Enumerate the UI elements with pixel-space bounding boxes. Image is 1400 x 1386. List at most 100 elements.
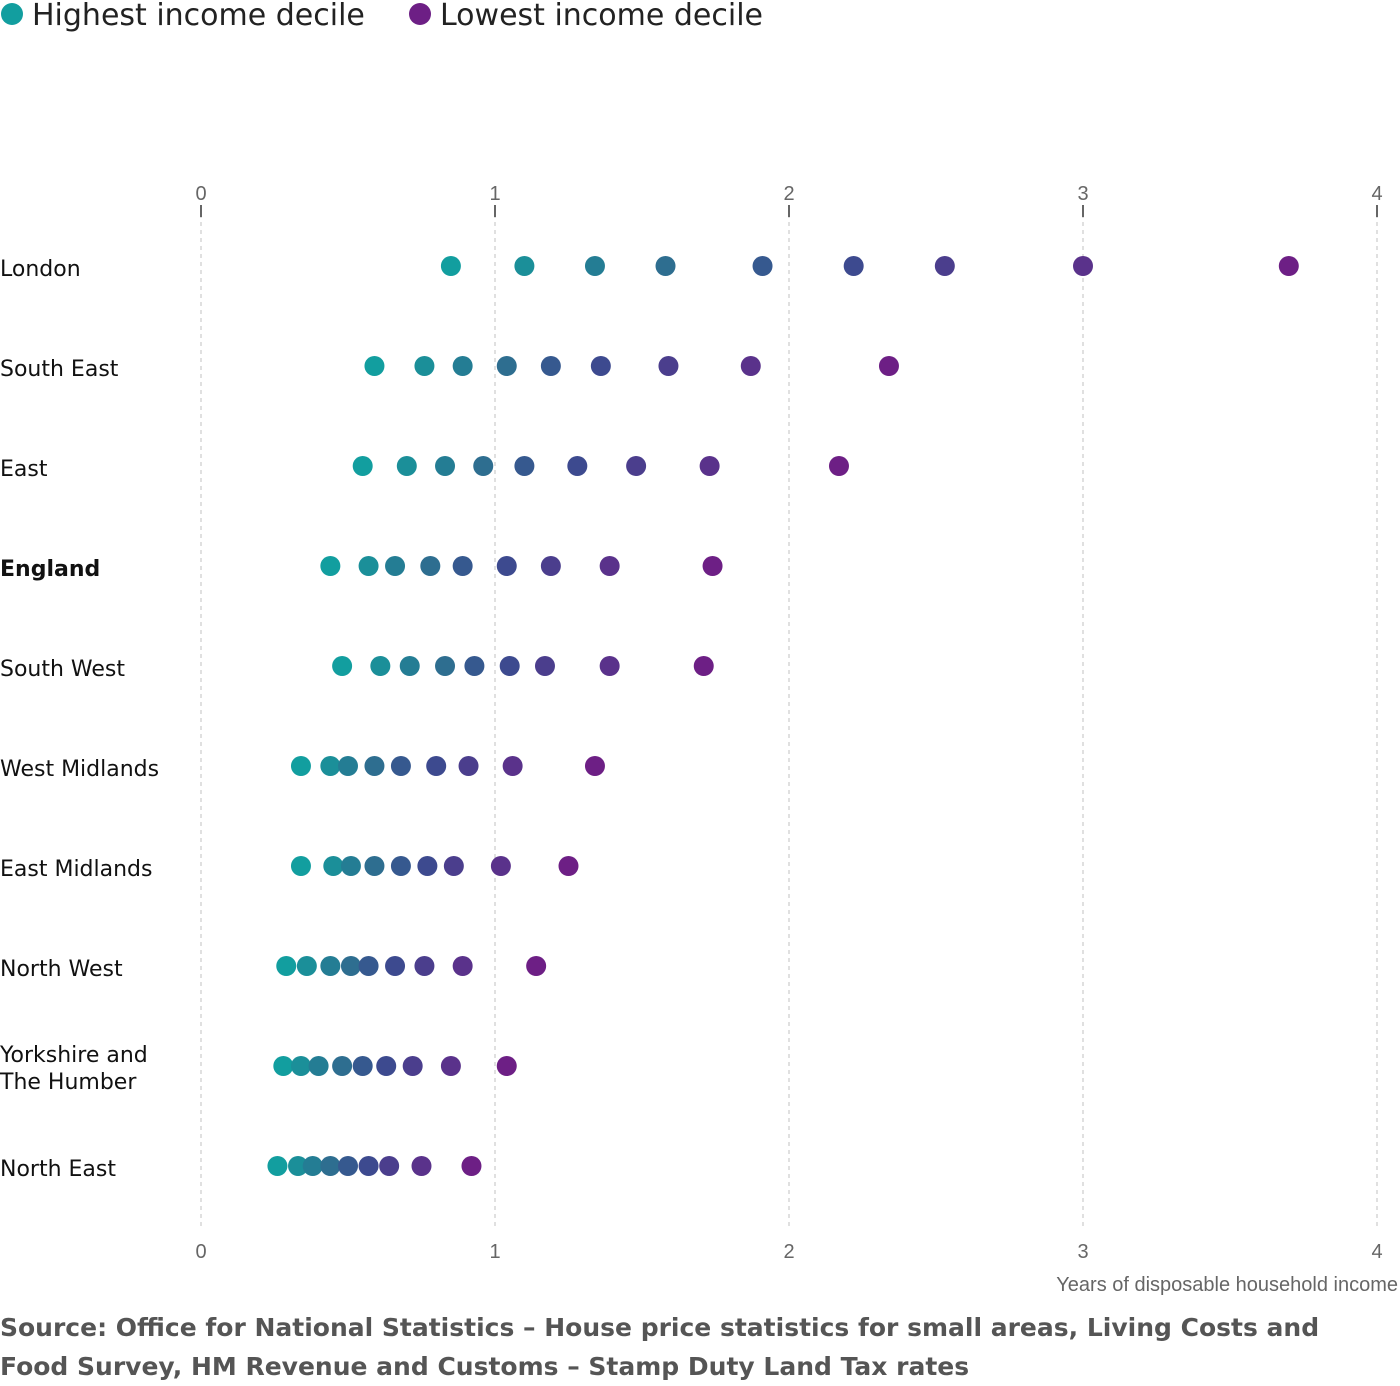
dot-south-east-decile-1 bbox=[364, 356, 385, 376]
dot-north-east-decile-8 bbox=[411, 1156, 432, 1176]
region-label-england: England bbox=[0, 557, 100, 582]
legend: Highest income decile Lowest income decil… bbox=[1, 0, 763, 33]
dot-east-decile-1 bbox=[352, 456, 373, 476]
dot-east-midlands-decile-3 bbox=[340, 856, 361, 876]
dot-south-east-decile-7 bbox=[658, 356, 679, 376]
dot-west-midlands-decile-5 bbox=[390, 756, 411, 776]
dot-south-west-decile-1 bbox=[332, 656, 353, 676]
region-label-north-east: North East bbox=[0, 1157, 116, 1182]
dot-north-east-decile-9 bbox=[461, 1156, 482, 1176]
top-tick-label-3: 3 bbox=[1077, 183, 1088, 205]
dot-london-decile-3 bbox=[584, 256, 605, 276]
dot-west-midlands-decile-9 bbox=[584, 756, 605, 776]
source-note: Source: Office for National Statistics –… bbox=[0, 1313, 1320, 1381]
dot-england-decile-7 bbox=[540, 556, 561, 576]
dot-yorkshire-and-the-humber-decile-6 bbox=[376, 1056, 397, 1076]
dot-north-west-decile-2 bbox=[296, 956, 317, 976]
data-points bbox=[267, 256, 1299, 1176]
dot-north-east-decile-1 bbox=[267, 1156, 288, 1176]
dot-east-decile-8 bbox=[699, 456, 720, 476]
dot-west-midlands-decile-2 bbox=[320, 756, 341, 776]
dot-yorkshire-and-the-humber-decile-4 bbox=[332, 1056, 353, 1076]
dot-north-west-decile-6 bbox=[385, 956, 406, 976]
dot-south-east-decile-9 bbox=[878, 356, 899, 376]
dot-north-west-decile-1 bbox=[276, 956, 297, 976]
dot-west-midlands-decile-3 bbox=[338, 756, 358, 776]
dot-yorkshire-and-the-humber-decile-2 bbox=[290, 1056, 311, 1076]
region-label-east-midlands: East Midlands bbox=[0, 857, 153, 882]
legend-swatch-lowest bbox=[409, 3, 431, 25]
dot-south-west-decile-8 bbox=[599, 656, 620, 676]
dot-london-decile-4 bbox=[655, 256, 676, 276]
dot-london-decile-8 bbox=[1073, 256, 1093, 276]
bottom-tick-label-1: 1 bbox=[489, 1241, 500, 1263]
dot-north-east-decile-2 bbox=[288, 1156, 309, 1176]
dot-south-west-decile-2 bbox=[370, 656, 391, 676]
top-tick-label-4: 4 bbox=[1371, 183, 1382, 205]
dot-north-west-decile-5 bbox=[358, 956, 379, 976]
dot-south-west-decile-9 bbox=[693, 656, 714, 676]
dot-east-decile-9 bbox=[828, 456, 849, 476]
dot-yorkshire-and-the-humber-decile-9 bbox=[496, 1056, 517, 1076]
gridlines bbox=[200, 206, 1378, 1226]
dot-yorkshire-and-the-humber-decile-3 bbox=[308, 1056, 329, 1076]
dot-north-east-decile-4 bbox=[320, 1156, 341, 1176]
dot-london-decile-9 bbox=[1278, 256, 1299, 276]
dot-east-midlands-decile-9 bbox=[558, 856, 579, 876]
top-tick-label-0: 0 bbox=[195, 183, 206, 205]
region-label-yorkshire-and-the-humber: Yorkshire and The Humber bbox=[0, 1043, 148, 1095]
dot-west-midlands-decile-4 bbox=[364, 756, 385, 776]
legend-label-highest: Highest income decile bbox=[32, 0, 365, 33]
dot-south-east-decile-5 bbox=[540, 356, 561, 376]
dot-south-west-decile-7 bbox=[534, 656, 555, 676]
region-label-east: East bbox=[0, 457, 48, 482]
dot-south-east-decile-4 bbox=[496, 356, 517, 376]
dot-england-decile-2 bbox=[358, 556, 379, 576]
dot-london-decile-5 bbox=[752, 256, 773, 276]
dot-south-east-decile-2 bbox=[414, 356, 435, 376]
bottom-tick-label-3: 3 bbox=[1077, 1241, 1088, 1263]
dot-north-west-decile-9 bbox=[526, 956, 547, 976]
dot-north-east-decile-5 bbox=[338, 1156, 358, 1176]
dot-north-west-decile-4 bbox=[340, 956, 361, 976]
dot-england-decile-9 bbox=[702, 556, 723, 576]
top-tick-label-2: 2 bbox=[783, 183, 794, 205]
dot-england-decile-5 bbox=[452, 556, 473, 576]
region-label-west-midlands: West Midlands bbox=[0, 757, 159, 782]
dot-east-midlands-decile-1 bbox=[290, 856, 311, 876]
region-label-line: The Humber bbox=[0, 1070, 137, 1095]
bottom-tick-label-0: 0 bbox=[195, 1241, 206, 1263]
bottom-tick-label-2: 2 bbox=[783, 1241, 794, 1263]
dot-east-midlands-decile-4 bbox=[364, 856, 385, 876]
dot-england-decile-1 bbox=[320, 556, 341, 576]
top-x-axis: 0 1 2 3 4 bbox=[195, 183, 1383, 217]
dot-london-decile-1 bbox=[440, 256, 461, 276]
dot-north-west-decile-8 bbox=[452, 956, 473, 976]
dot-west-midlands-decile-1 bbox=[290, 756, 311, 776]
dot-east-midlands-decile-2 bbox=[323, 856, 344, 876]
dot-east-midlands-decile-5 bbox=[390, 856, 411, 876]
bottom-tick-label-4: 4 bbox=[1371, 1241, 1382, 1263]
dot-yorkshire-and-the-humber-decile-7 bbox=[402, 1056, 423, 1076]
dot-south-west-decile-4 bbox=[435, 656, 456, 676]
bottom-x-axis: 0 1 2 3 4 bbox=[195, 1241, 1382, 1263]
dot-east-midlands-decile-7 bbox=[443, 856, 464, 876]
dot-north-west-decile-3 bbox=[320, 956, 341, 976]
legend-swatch-highest bbox=[1, 3, 23, 25]
dot-north-east-decile-7 bbox=[379, 1156, 400, 1176]
dot-england-decile-3 bbox=[385, 556, 406, 576]
dot-london-decile-2 bbox=[514, 256, 535, 276]
dot-england-decile-4 bbox=[420, 556, 441, 576]
dot-south-west-decile-3 bbox=[399, 656, 420, 676]
dot-plot-chart: Highest income decile Lowest income decil… bbox=[0, 0, 1398, 1296]
dot-west-midlands-decile-6 bbox=[426, 756, 447, 776]
dot-west-midlands-decile-8 bbox=[502, 756, 523, 776]
x-axis-title: Years of disposable household income bbox=[1056, 1274, 1398, 1296]
dot-london-decile-6 bbox=[843, 256, 864, 276]
region-label-north-west: North West bbox=[0, 957, 123, 982]
region-label-south-west: South West bbox=[0, 657, 125, 682]
dot-east-decile-3 bbox=[435, 456, 456, 476]
dot-north-east-decile-6 bbox=[358, 1156, 379, 1176]
dot-england-decile-6 bbox=[496, 556, 517, 576]
dot-east-midlands-decile-8 bbox=[490, 856, 511, 876]
